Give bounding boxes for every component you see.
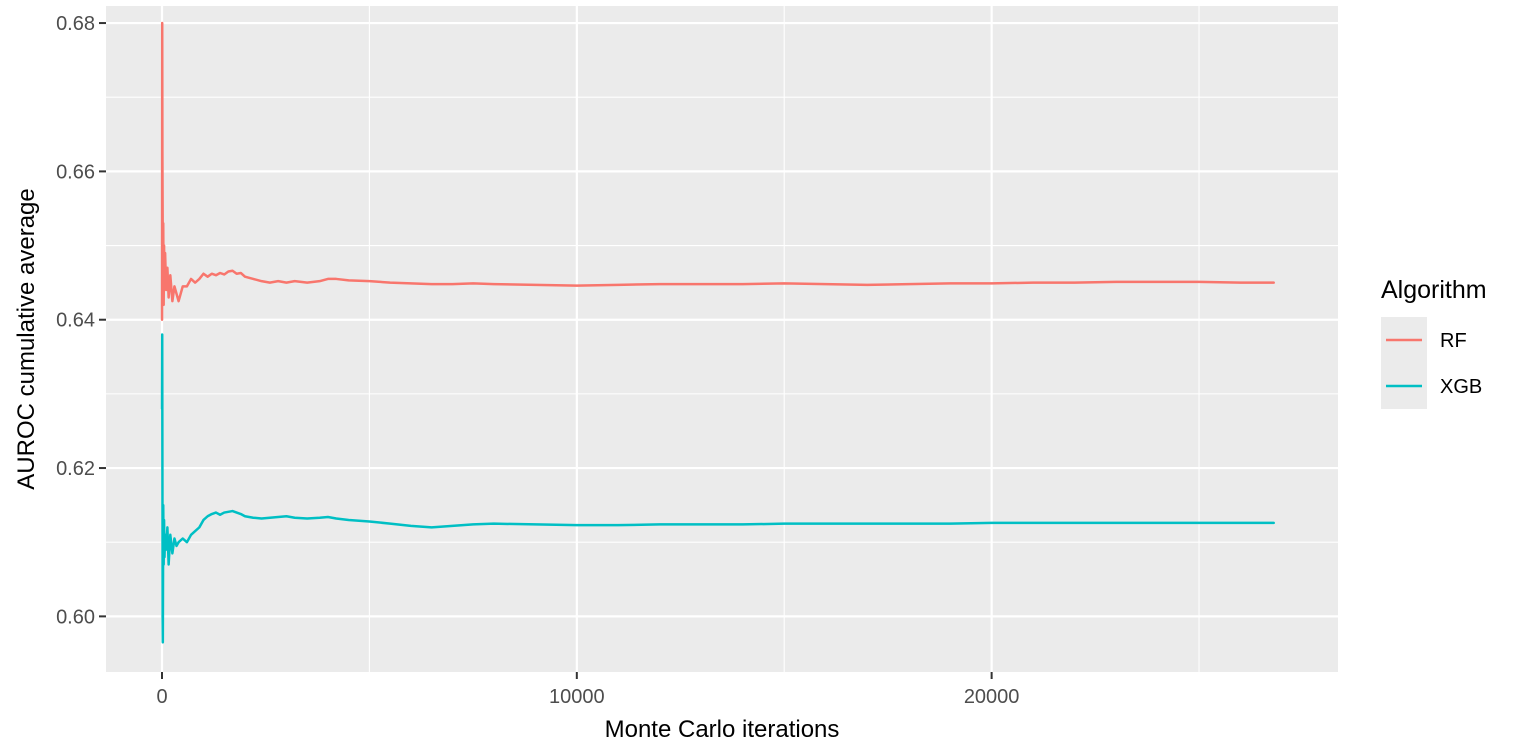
y-tick-label: 0.68 (56, 13, 95, 35)
y-tick-label: 0.60 (56, 606, 95, 628)
legend-label-xgb: XGB (1440, 376, 1482, 398)
x-axis-title: Monte Carlo iterations (605, 716, 840, 743)
grid-major (106, 6, 1338, 672)
y-tick-label: 0.66 (56, 161, 95, 183)
x-axis: 0 10000 20000 (156, 672, 1019, 708)
y-tick-label: 0.64 (56, 310, 95, 332)
x-tick-label: 10000 (549, 686, 605, 708)
series-line-rf (160, 21, 1275, 321)
legend: Algorithm RF XGB (1381, 276, 1487, 409)
y-axis: 0.60 0.62 0.64 0.66 0.68 (56, 13, 106, 628)
plot-background (106, 6, 1338, 672)
y-axis-title: AUROC cumulative average (13, 188, 40, 489)
x-tick-label: 20000 (964, 686, 1020, 708)
y-tick-label: 0.62 (56, 458, 95, 480)
legend-label-rf: RF (1440, 330, 1467, 352)
legend-title: Algorithm (1381, 276, 1487, 304)
series-line-xgb (160, 333, 1275, 644)
data-lines (160, 21, 1275, 644)
x-tick-label: 0 (156, 686, 167, 708)
grid-minor (106, 6, 1338, 672)
